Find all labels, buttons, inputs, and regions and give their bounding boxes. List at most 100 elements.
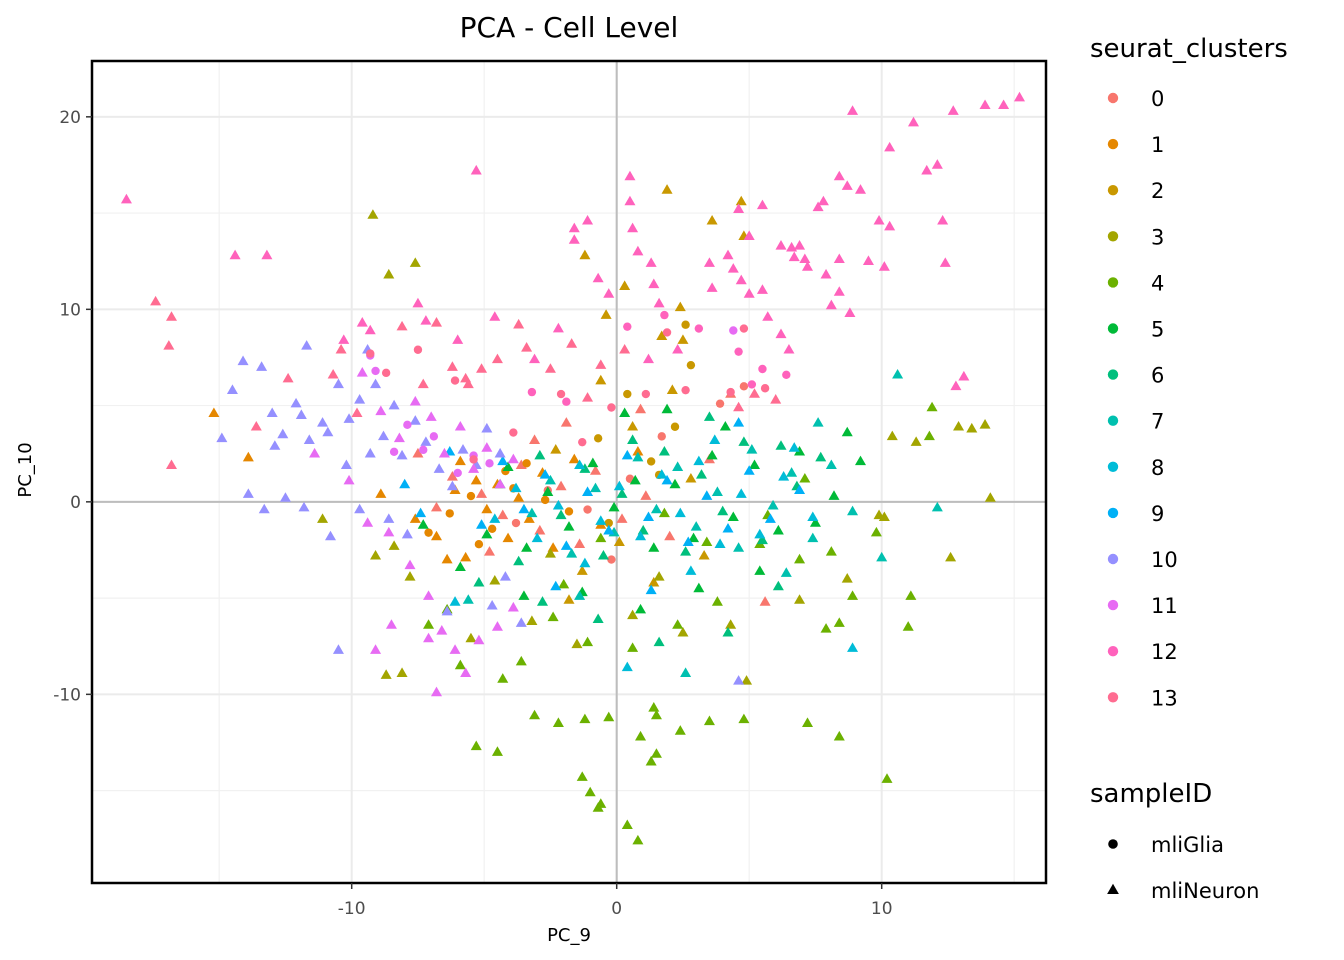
legend-key-dot bbox=[1107, 692, 1119, 703]
legend-key-dot bbox=[1107, 92, 1119, 104]
legend-key-circle bbox=[1108, 839, 1118, 849]
data-point-cluster-12 bbox=[624, 170, 636, 181]
data-point-cluster-5 bbox=[619, 407, 631, 418]
data-point-cluster-4 bbox=[650, 748, 662, 758]
data-point-cluster-7 bbox=[746, 444, 758, 454]
data-point-cluster-8 bbox=[531, 532, 543, 543]
data-point-cluster-8 bbox=[656, 469, 668, 479]
data-point-cluster-12 bbox=[562, 397, 571, 406]
data-point-cluster-11 bbox=[393, 432, 405, 443]
data-point-cluster-10 bbox=[370, 378, 382, 389]
data-point-cluster-4 bbox=[672, 619, 684, 629]
data-point-cluster-5 bbox=[563, 521, 575, 531]
data-point-cluster-12 bbox=[660, 310, 669, 320]
data-point-cluster-4 bbox=[905, 590, 917, 600]
data-point-cluster-6 bbox=[579, 463, 591, 473]
data-point-cluster-10 bbox=[266, 407, 278, 418]
data-point-cluster-4 bbox=[674, 725, 686, 735]
data-point-cluster-5 bbox=[706, 449, 718, 460]
x-tick-label: 0 bbox=[611, 899, 622, 919]
legend-label: 1 bbox=[1151, 133, 1164, 157]
data-point-cluster-0 bbox=[534, 524, 546, 535]
data-point-cluster-12 bbox=[794, 240, 806, 250]
data-point-cluster-7 bbox=[876, 551, 888, 562]
data-point-cluster-2 bbox=[674, 301, 686, 312]
data-point-cluster-11 bbox=[309, 447, 321, 458]
data-point-cluster-7 bbox=[780, 567, 792, 577]
data-point-cluster-13 bbox=[578, 437, 587, 447]
data-point-cluster-5 bbox=[417, 519, 429, 529]
data-point-cluster-11 bbox=[425, 411, 437, 421]
data-point-cluster-7 bbox=[711, 486, 723, 496]
data-point-cluster-6 bbox=[717, 505, 729, 516]
data-point-cluster-7 bbox=[566, 548, 578, 558]
data-point-cluster-8 bbox=[714, 538, 726, 548]
data-point-cluster-3 bbox=[910, 436, 922, 446]
panel-border bbox=[90, 59, 1048, 885]
legend-key-dot bbox=[1107, 646, 1119, 657]
data-point-cluster-2 bbox=[646, 457, 656, 466]
data-point-cluster-8 bbox=[788, 442, 800, 452]
data-point-cluster-11 bbox=[460, 667, 472, 677]
data-point-cluster-4 bbox=[801, 717, 814, 727]
data-point-cluster-12 bbox=[735, 274, 747, 285]
data-point-cluster-5 bbox=[635, 603, 647, 614]
data-point-cluster-11 bbox=[409, 395, 421, 406]
data-point-cluster-13 bbox=[165, 311, 178, 321]
data-point-cluster-6 bbox=[536, 596, 549, 606]
data-point-cluster-13 bbox=[450, 376, 460, 385]
data-point-cluster-10 bbox=[515, 617, 527, 627]
data-point-cluster-10 bbox=[377, 430, 390, 441]
data-point-cluster-0 bbox=[430, 501, 443, 512]
data-point-cluster-9 bbox=[518, 503, 530, 514]
data-point-cluster-12 bbox=[470, 164, 482, 175]
data-point-cluster-10 bbox=[301, 340, 313, 350]
data-point-cluster-11 bbox=[436, 625, 448, 635]
cluster-legend-item-13: 13 bbox=[1107, 686, 1178, 710]
legend-label: 7 bbox=[1151, 410, 1164, 434]
data-point-cluster-5 bbox=[502, 461, 514, 471]
data-point-cluster-0 bbox=[657, 432, 666, 441]
data-point-cluster-12 bbox=[627, 222, 639, 233]
data-point-cluster-1 bbox=[522, 459, 531, 468]
data-point-cluster-10 bbox=[441, 605, 453, 616]
data-point-cluster-11 bbox=[481, 442, 493, 452]
cluster-legend-item-10: 10 bbox=[1107, 548, 1178, 572]
data-point-cluster-12 bbox=[623, 322, 632, 331]
data-point-cluster-13 bbox=[513, 318, 525, 329]
data-point-cluster-2 bbox=[666, 384, 678, 394]
data-point-cluster-13 bbox=[413, 345, 423, 354]
data-point-cluster-8 bbox=[449, 596, 461, 606]
legend-label: 5 bbox=[1151, 318, 1164, 342]
data-point-cluster-9 bbox=[560, 540, 572, 550]
data-point-cluster-3 bbox=[526, 615, 538, 625]
data-point-cluster-11 bbox=[454, 420, 466, 431]
data-point-cluster-12 bbox=[1013, 91, 1026, 102]
data-point-cluster-13 bbox=[163, 340, 175, 350]
sample-legend-item-mliNeuron: mliNeuron bbox=[1107, 879, 1259, 903]
data-point-cluster-5 bbox=[794, 445, 806, 456]
data-point-cluster-11 bbox=[494, 478, 506, 489]
data-point-cluster-11 bbox=[404, 559, 416, 570]
data-point-cluster-12 bbox=[812, 201, 824, 212]
data-point-cluster-4 bbox=[635, 730, 647, 741]
data-point-cluster-0 bbox=[511, 518, 521, 528]
data-point-cluster-3 bbox=[544, 548, 556, 558]
data-point-cluster-13 bbox=[607, 403, 616, 412]
data-point-cluster-11 bbox=[468, 463, 480, 473]
legend-key-dot bbox=[1107, 599, 1119, 611]
data-point-cluster-12 bbox=[775, 328, 787, 339]
data-point-cluster-5 bbox=[518, 590, 530, 600]
data-point-cluster-1 bbox=[481, 503, 493, 514]
data-point-cluster-12 bbox=[878, 261, 890, 271]
data-point-cluster-10 bbox=[446, 480, 458, 491]
data-point-cluster-12 bbox=[833, 286, 845, 296]
data-point-cluster-7 bbox=[892, 368, 904, 379]
cluster-legend-item-1: 1 bbox=[1107, 133, 1164, 157]
legend-label: 2 bbox=[1151, 179, 1164, 203]
data-point-cluster-4 bbox=[621, 819, 633, 830]
data-point-cluster-2 bbox=[686, 360, 696, 370]
cluster-legend-item-8: 8 bbox=[1107, 456, 1164, 480]
